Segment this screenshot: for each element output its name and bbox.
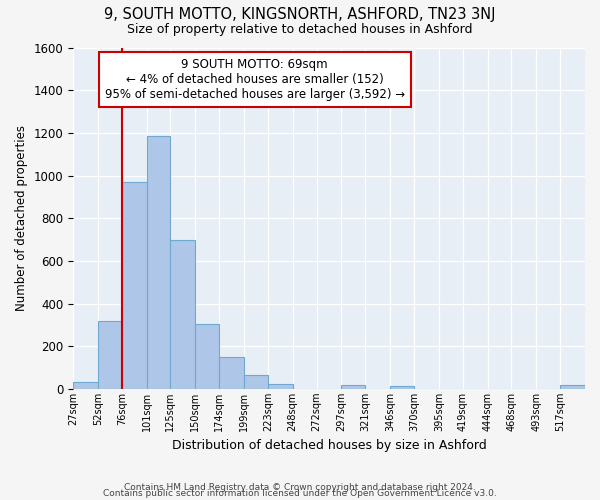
Bar [73,382,98,389]
Text: Contains HM Land Registry data © Crown copyright and database right 2024.: Contains HM Land Registry data © Crown c… [124,484,476,492]
Bar [390,386,414,389]
Bar [341,384,365,389]
Text: 9, SOUTH MOTTO, KINGSNORTH, ASHFORD, TN23 3NJ: 9, SOUTH MOTTO, KINGSNORTH, ASHFORD, TN2… [104,8,496,22]
Text: Size of property relative to detached houses in Ashford: Size of property relative to detached ho… [127,22,473,36]
Text: 9 SOUTH MOTTO: 69sqm
← 4% of detached houses are smaller (152)
95% of semi-detac: 9 SOUTH MOTTO: 69sqm ← 4% of detached ho… [105,58,405,100]
Bar [219,357,244,389]
Bar [268,384,293,389]
Bar [560,384,585,389]
Bar [244,375,268,389]
Text: Contains public sector information licensed under the Open Government Licence v3: Contains public sector information licen… [103,490,497,498]
Bar [98,320,122,389]
X-axis label: Distribution of detached houses by size in Ashford: Distribution of detached houses by size … [172,440,487,452]
Bar [146,136,170,389]
Bar [122,182,146,389]
Bar [196,324,219,389]
Y-axis label: Number of detached properties: Number of detached properties [15,125,28,311]
Bar [170,240,196,389]
